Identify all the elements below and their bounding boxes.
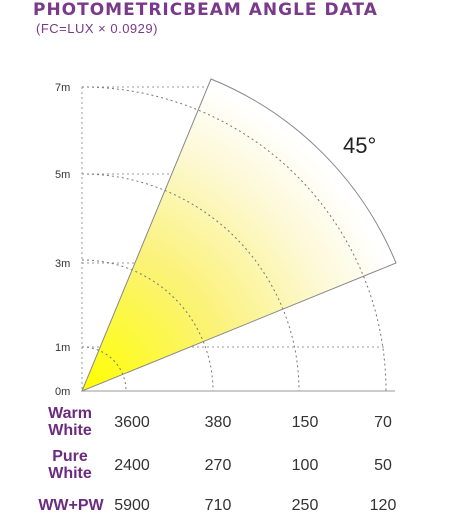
table-cell: 380 [204,414,232,431]
table-cell: 2400 [114,457,150,474]
row-label-line1: Warm [48,405,92,422]
conversion-note: (FC=LUX × 0.0929) [36,21,158,36]
table-cell: 120 [369,497,397,514]
table-cell: 710 [204,497,232,514]
distance-label-5m: 5m [55,169,70,181]
beam-angle-label: 45° [343,133,376,158]
row-label-line2: White [48,465,92,482]
distance-arc-4 [81,86,387,392]
beam-cone [81,78,397,392]
beam-angle-diagram: 0m 1m 3m 5m 7m 45° [55,78,397,398]
page-title: PHOTOMETRICBEAM ANGLE DATA [33,0,378,20]
row-label-line1: Pure [52,448,88,465]
table-cell: 3600 [114,414,150,431]
distance-label-3m: 3m [55,258,70,270]
table-cell: 270 [204,457,232,474]
row-label-line2: White [48,422,92,439]
table-cell: 50 [374,457,392,474]
row-label-warm-white: Warm White [40,405,100,439]
table-cell: 250 [291,497,319,514]
distance-label-1m: 1m [55,342,70,354]
row-label-ww-pw: WW+PW [36,497,106,514]
table-cell: 5900 [114,497,150,514]
row-label-pure-white: Pure White [40,448,100,482]
table-cell: 100 [291,457,319,474]
table-cell: 70 [374,414,392,431]
table-cell: 150 [291,414,319,431]
distance-label-0m: 0m [55,386,70,398]
distance-arc-3 [81,173,300,392]
distance-arc-1 [81,346,127,392]
distance-label-7m: 7m [55,82,70,94]
row-label-line1: WW+PW [38,497,104,514]
